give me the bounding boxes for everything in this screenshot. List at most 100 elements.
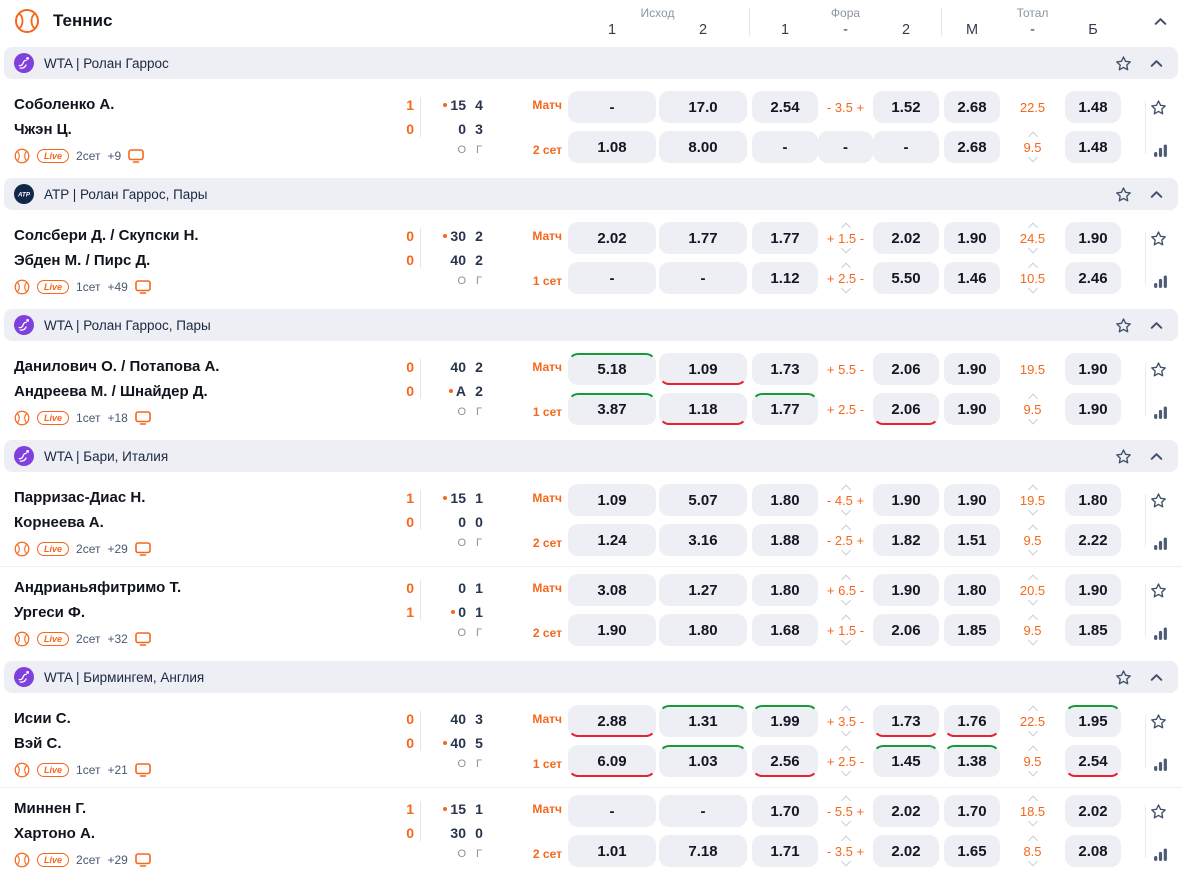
odds-button[interactable]: 2.56 xyxy=(752,745,818,777)
odds-button[interactable]: 1.27 xyxy=(659,574,747,606)
odds-button[interactable]: 1.38 xyxy=(944,745,1000,777)
odds-button[interactable]: 2.54 xyxy=(1065,745,1121,777)
odds-button[interactable]: 2.02 xyxy=(873,222,939,254)
total-line-selector[interactable]: 20.5 xyxy=(1000,574,1065,606)
total-line-selector[interactable]: 22.5 xyxy=(1000,705,1065,737)
odds-button[interactable]: 1.24 xyxy=(568,524,656,556)
odds-button[interactable]: 1.77 xyxy=(659,222,747,254)
odds-button[interactable]: 1.90 xyxy=(944,484,1000,516)
odds-button[interactable]: 1.46 xyxy=(944,262,1000,294)
odds-button[interactable]: 1.48 xyxy=(1065,91,1121,123)
odds-button[interactable]: 2.88 xyxy=(568,705,656,737)
total-line-selector[interactable]: 10.5 xyxy=(1000,262,1065,294)
total-line-selector[interactable]: 9.5 xyxy=(1000,745,1065,777)
total-line-selector[interactable]: 22.5 xyxy=(1000,91,1065,123)
stream-icon[interactable] xyxy=(135,280,151,294)
odds-button[interactable]: 1.77 xyxy=(752,393,818,425)
odds-button[interactable]: 1.52 xyxy=(873,91,939,123)
more-bets-count[interactable]: +29 xyxy=(107,853,128,867)
odds-button[interactable]: 2.68 xyxy=(944,91,1000,123)
league-header[interactable]: WTA | Ролан Гаррос xyxy=(4,47,1178,79)
odds-button[interactable]: 2.06 xyxy=(873,614,939,646)
handicap-line-selector[interactable]: - 3.5 + xyxy=(818,835,873,867)
total-line-selector[interactable]: 19.5 xyxy=(1000,353,1065,385)
handicap-line-selector[interactable]: + 1.5 - xyxy=(818,222,873,254)
odds-button[interactable]: 2.54 xyxy=(752,91,818,123)
more-bets-count[interactable]: +21 xyxy=(107,763,128,777)
odds-button[interactable]: 2.46 xyxy=(1065,262,1121,294)
more-bets-count[interactable]: +49 xyxy=(107,280,128,294)
odds-button[interactable]: 1.90 xyxy=(568,614,656,646)
favorite-star-icon[interactable] xyxy=(1114,185,1133,204)
statistics-button[interactable] xyxy=(1153,143,1168,158)
odds-button[interactable]: 1.90 xyxy=(873,484,939,516)
handicap-line-selector[interactable]: + 2.5 - xyxy=(818,393,873,425)
collapse-section-chevron-icon[interactable] xyxy=(1148,55,1165,72)
favorite-star-button[interactable] xyxy=(1149,802,1168,821)
total-line-selector[interactable]: 9.5 xyxy=(1000,524,1065,556)
odds-button[interactable]: 5.07 xyxy=(659,484,747,516)
favorite-star-button[interactable] xyxy=(1149,360,1168,379)
odds-button[interactable]: 5.18 xyxy=(568,353,656,385)
total-line-selector[interactable]: 18.5 xyxy=(1000,795,1065,827)
league-header[interactable]: WTA | Бари, Италия xyxy=(4,440,1178,472)
odds-button[interactable]: 1.90 xyxy=(944,222,1000,254)
odds-button[interactable]: 2.02 xyxy=(873,795,939,827)
odds-button[interactable]: 1.85 xyxy=(944,614,1000,646)
odds-button[interactable]: 3.87 xyxy=(568,393,656,425)
favorite-star-icon[interactable] xyxy=(1114,447,1133,466)
odds-button[interactable]: 1.09 xyxy=(568,484,656,516)
handicap-line-selector[interactable]: + 2.5 - xyxy=(818,745,873,777)
handicap-line-selector[interactable]: - 5.5 + xyxy=(818,795,873,827)
odds-button[interactable]: 1.70 xyxy=(944,795,1000,827)
stream-icon[interactable] xyxy=(135,411,151,425)
favorite-star-button[interactable] xyxy=(1149,98,1168,117)
odds-button[interactable]: 1.90 xyxy=(944,353,1000,385)
odds-button[interactable]: 1.73 xyxy=(873,705,939,737)
statistics-button[interactable] xyxy=(1153,536,1168,551)
odds-button[interactable]: 8.00 xyxy=(659,131,747,163)
handicap-line-selector[interactable]: - 2.5 + xyxy=(818,524,873,556)
odds-button[interactable]: 1.80 xyxy=(752,484,818,516)
odds-button[interactable]: 17.0 xyxy=(659,91,747,123)
total-line-selector[interactable]: 8.5 xyxy=(1000,835,1065,867)
odds-button[interactable]: 6.09 xyxy=(568,745,656,777)
more-bets-count[interactable]: +18 xyxy=(107,411,128,425)
collapse-section-chevron-icon[interactable] xyxy=(1148,317,1165,334)
collapse-section-chevron-icon[interactable] xyxy=(1148,448,1165,465)
favorite-star-button[interactable] xyxy=(1149,581,1168,600)
statistics-button[interactable] xyxy=(1153,847,1168,862)
odds-button[interactable]: 1.90 xyxy=(873,574,939,606)
odds-button[interactable]: 1.01 xyxy=(568,835,656,867)
total-line-selector[interactable]: 19.5 xyxy=(1000,484,1065,516)
odds-button[interactable]: 1.51 xyxy=(944,524,1000,556)
odds-button[interactable]: 2.06 xyxy=(873,353,939,385)
handicap-line-selector[interactable]: - 3.5 + xyxy=(818,91,873,123)
league-header[interactable]: WTA | Ролан Гаррос, Пары xyxy=(4,309,1178,341)
odds-button[interactable]: - xyxy=(873,131,939,163)
stream-icon[interactable] xyxy=(135,542,151,556)
favorite-star-icon[interactable] xyxy=(1114,54,1133,73)
collapse-all-chevron-icon[interactable] xyxy=(1152,13,1169,30)
collapse-section-chevron-icon[interactable] xyxy=(1148,669,1165,686)
more-bets-count[interactable]: +32 xyxy=(107,632,128,646)
favorite-star-button[interactable] xyxy=(1149,491,1168,510)
odds-button[interactable]: 2.06 xyxy=(873,393,939,425)
more-bets-count[interactable]: +9 xyxy=(107,149,122,163)
odds-button[interactable]: 1.45 xyxy=(873,745,939,777)
odds-button[interactable]: - xyxy=(659,262,747,294)
stream-icon[interactable] xyxy=(135,763,151,777)
stream-icon[interactable] xyxy=(128,149,144,163)
odds-button[interactable]: 1.03 xyxy=(659,745,747,777)
odds-button[interactable]: 1.90 xyxy=(944,393,1000,425)
odds-button[interactable]: 1.68 xyxy=(752,614,818,646)
statistics-button[interactable] xyxy=(1153,757,1168,772)
odds-button[interactable]: 1.80 xyxy=(659,614,747,646)
handicap-line-selector[interactable]: - 4.5 + xyxy=(818,484,873,516)
odds-button[interactable]: 1.71 xyxy=(752,835,818,867)
odds-button[interactable]: 1.70 xyxy=(752,795,818,827)
odds-button[interactable]: - xyxy=(818,131,873,163)
odds-button[interactable]: - xyxy=(752,131,818,163)
odds-button[interactable]: 2.02 xyxy=(1065,795,1121,827)
odds-button[interactable]: 1.09 xyxy=(659,353,747,385)
